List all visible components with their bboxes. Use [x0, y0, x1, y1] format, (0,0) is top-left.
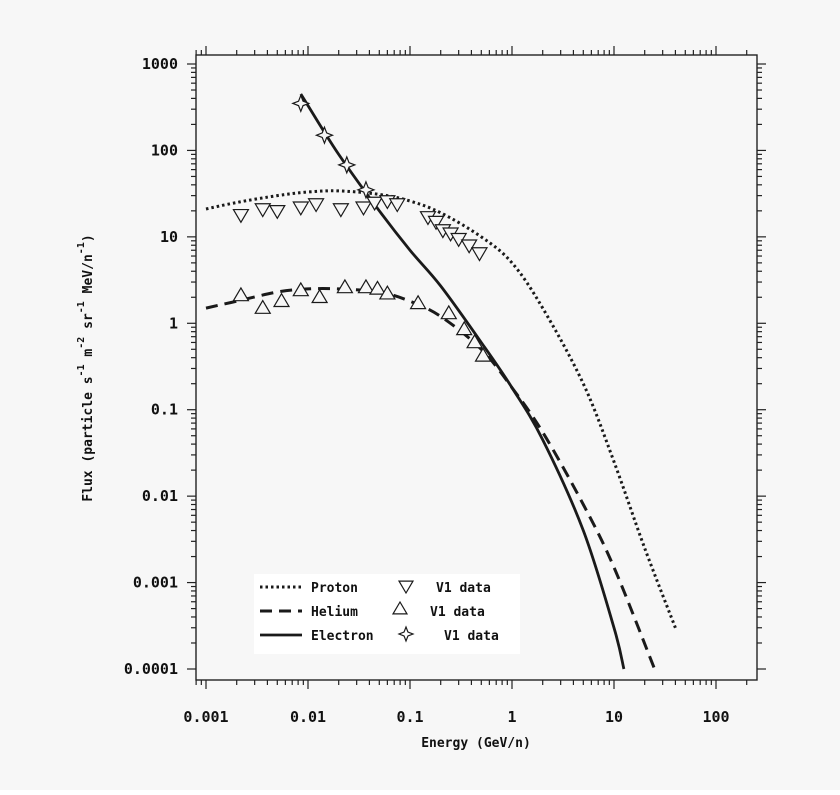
helium-data-marker: [336, 278, 354, 294]
proton-data-marker: [254, 203, 272, 218]
helium-data-marker: [292, 281, 310, 297]
x-tick-label: 0.001: [183, 708, 228, 726]
y-axis-title: Flux (particle s-1 m-2 sr-1 MeV/n-1): [76, 234, 96, 501]
electron-model-curve: [299, 93, 626, 670]
helium-data-marker: [409, 294, 427, 310]
y-tick-label: 1000: [142, 55, 178, 73]
proton-data-marker: [366, 196, 384, 212]
helium-legend-label: Helium: [311, 605, 358, 620]
proton-data-marker: [460, 239, 478, 254]
proton-data-marker: [292, 201, 310, 216]
proton-legend-label: Proton: [311, 581, 358, 596]
proton-data-marker: [354, 201, 373, 216]
proton-data-marker: [268, 204, 286, 220]
helium-data-marker: [272, 292, 291, 308]
x-axis-ticks: 0.001 0.01 0.1 1 10 100: [183, 46, 748, 726]
proton-data-marker: [388, 198, 406, 213]
helium-data-marker: [232, 286, 250, 302]
helium-data-marker: [378, 285, 396, 300]
x-tick-label: 1: [507, 708, 516, 726]
x-tick-label: 100: [702, 708, 729, 726]
helium-data-marker: [455, 320, 473, 336]
helium-data-marker: [474, 347, 492, 362]
electron-legend-label: Electron: [311, 629, 374, 644]
y-axis-ticks: 0.0001 0.001 0.01 0.1 1 10 100 1000: [124, 55, 766, 678]
electron-data-marker: [314, 125, 335, 145]
legend: Proton V1 data Helium V1 data Electron V1 dat…: [254, 574, 520, 654]
proton-data-marker: [332, 203, 350, 218]
proton-data-legend-marker: [397, 580, 415, 595]
x-tick-label: 10: [605, 708, 623, 726]
helium-data-marker: [357, 278, 375, 294]
y-tick-label: 10: [160, 228, 178, 246]
electron-data-marker: [337, 155, 357, 175]
y-tick-label: 0.01: [142, 487, 178, 505]
electron-data-legend-label: V1 data: [444, 629, 499, 644]
helium-data-marker: [466, 333, 484, 349]
x-axis-title: Energy (GeV/n): [421, 736, 531, 751]
y-tick-label: 100: [151, 141, 178, 159]
helium-data-legend-marker: [391, 600, 409, 615]
proton-data-marker: [307, 198, 325, 213]
x-tick-label: 0.1: [396, 708, 423, 726]
helium-data-marker: [368, 280, 387, 295]
electron-data-marker: [291, 93, 311, 114]
helium-data-marker: [311, 288, 329, 304]
y-tick-label: 0.0001: [124, 660, 178, 678]
helium-data-marker: [440, 304, 458, 320]
y-tick-label: 1: [169, 314, 178, 332]
proton-data-marker: [427, 215, 445, 231]
proton-data-marker: [232, 208, 250, 224]
helium-data-legend-label: V1 data: [430, 605, 485, 620]
proton-data-marker: [470, 247, 489, 262]
y-tick-label: 0.001: [133, 574, 178, 592]
y-tick-label: 0.1: [151, 401, 178, 419]
electron-data-marker: [356, 180, 376, 200]
x-tick-label: 0.01: [290, 708, 326, 726]
proton-model-curve: [205, 189, 677, 629]
electron-data-legend-marker: [397, 625, 415, 643]
legend-background: [254, 574, 520, 654]
helium-data-marker: [254, 299, 272, 314]
helium-model-curve: [205, 287, 656, 670]
data-markers: [232, 93, 492, 362]
proton-data-legend-label: V1 data: [436, 581, 491, 596]
model-curves: [205, 93, 677, 670]
